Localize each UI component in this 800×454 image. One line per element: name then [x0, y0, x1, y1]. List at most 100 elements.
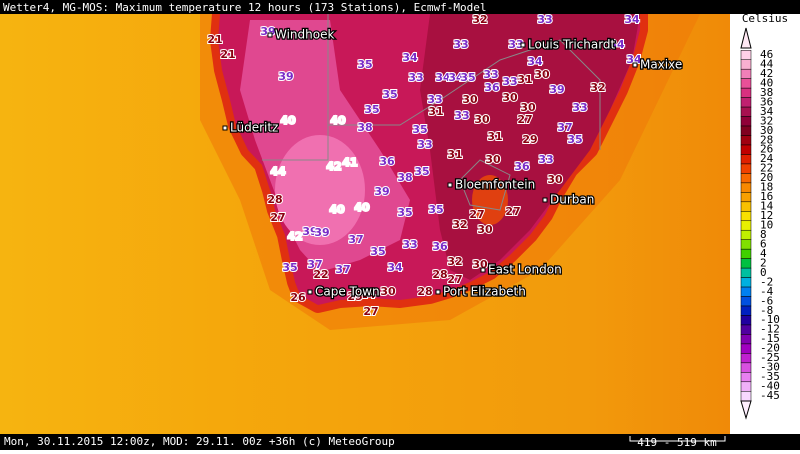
- station-value: 37: [348, 233, 363, 246]
- legend-label: 4: [760, 247, 767, 260]
- legend-label: 38: [760, 86, 773, 99]
- station-value: 35: [364, 103, 379, 116]
- station-value: 30: [380, 285, 396, 298]
- cities: Windhoek Louis Trichardt Maxixe Lüderitz Blo…: [222, 26, 684, 300]
- legend: 4644424038363432302826242220181614121086…: [740, 48, 780, 402]
- station-value: 33: [538, 153, 553, 166]
- station-value: 42: [326, 160, 341, 173]
- station-value: 35: [397, 206, 412, 219]
- city-marker: [435, 289, 441, 295]
- city-marker: [307, 289, 313, 295]
- legend-swatch: [740, 173, 752, 184]
- legend-label: 10: [760, 219, 773, 232]
- legend-swatch: [740, 182, 752, 193]
- station-value: 39: [278, 70, 293, 83]
- city-label: Durban: [550, 193, 594, 207]
- legend-label: 18: [760, 181, 773, 194]
- city-label: Maxixe: [640, 58, 682, 72]
- station-value: 34: [626, 53, 642, 66]
- hottest-region: [275, 135, 365, 245]
- legend-label: -12: [760, 323, 780, 336]
- station-value: 39: [374, 185, 389, 198]
- station-value: 24: [360, 288, 376, 301]
- station-value: 27: [469, 208, 484, 221]
- station-value: 39: [302, 225, 317, 238]
- legend-unit: Celsius: [742, 12, 788, 25]
- legend-swatch: [740, 277, 752, 288]
- station-value: 35: [567, 133, 582, 146]
- station-value: 34: [435, 71, 451, 84]
- legend-swatch: [740, 315, 752, 326]
- station-value: 28: [432, 268, 447, 281]
- legend-swatch: [740, 324, 752, 335]
- legend-swatch: [740, 201, 752, 212]
- legend-label: 42: [760, 67, 773, 80]
- legend-label: 46: [760, 48, 773, 61]
- station-value: 39: [549, 83, 564, 96]
- legend-swatch: [740, 87, 752, 98]
- legend-label: -15: [760, 332, 780, 345]
- station-value: 30: [520, 101, 536, 114]
- station-value: 36: [514, 160, 530, 173]
- station-value: 33: [454, 109, 469, 122]
- station-value: 37: [307, 258, 322, 271]
- station-value: 38: [357, 121, 372, 134]
- station-value: 31: [428, 105, 443, 118]
- station-value: 34: [448, 71, 464, 84]
- station-value: 33: [427, 93, 442, 106]
- borders: [262, 14, 601, 211]
- scale-bar: [629, 436, 726, 442]
- station-value: 32: [472, 13, 487, 26]
- station-value: 35: [370, 245, 385, 258]
- legend-label: 40: [760, 76, 773, 89]
- legend-label: -4: [760, 285, 774, 298]
- legend-label: 0: [760, 266, 767, 279]
- legend-swatch: [740, 258, 752, 269]
- legend-label: 26: [760, 143, 773, 156]
- legend-label: 24: [760, 152, 774, 165]
- footer-bar: [0, 434, 800, 450]
- legend-swatch: [740, 286, 752, 297]
- station-value: 33: [402, 238, 417, 251]
- station-value: 26: [290, 291, 306, 304]
- legend-swatch: [740, 362, 752, 373]
- station-value: 27: [517, 113, 532, 126]
- station-value: 30: [547, 173, 563, 186]
- legend-swatch: [740, 343, 752, 354]
- station-value: 34: [624, 13, 640, 26]
- legend-label: 30: [760, 124, 773, 137]
- city-label: Bloemfontein: [455, 178, 535, 192]
- city-marker: [542, 197, 548, 203]
- station-value: 30: [485, 153, 501, 166]
- legend-label: 14: [760, 200, 774, 213]
- city-marker: [447, 182, 453, 188]
- legend-swatch: [740, 116, 752, 127]
- station-value: 35: [282, 261, 297, 274]
- station-value: 36: [379, 155, 395, 168]
- header-bar: [0, 0, 800, 14]
- station-value: 27: [270, 211, 285, 224]
- station-value: 41: [342, 156, 357, 169]
- legend-label: 44: [760, 57, 774, 70]
- city-marker: [480, 267, 486, 273]
- legend-swatch: [740, 248, 752, 259]
- city-label: East London: [488, 263, 562, 277]
- legend-swatch: [740, 163, 752, 174]
- legend-top-arrow: [740, 27, 752, 49]
- city-marker: [632, 62, 638, 68]
- station-value: 31: [447, 148, 462, 161]
- legend-label: -30: [760, 361, 780, 374]
- station-value: 44: [270, 165, 286, 178]
- station-value: 27: [505, 205, 520, 218]
- station-value: 38: [397, 171, 412, 184]
- station-value: 40: [280, 114, 296, 127]
- station-value: 42: [287, 230, 302, 243]
- legend-swatch: [740, 229, 752, 240]
- legend-swatch: [740, 125, 752, 136]
- station-value: 28: [267, 193, 282, 206]
- city-label: Louis Trichardt: [528, 38, 616, 52]
- station-value: 33: [483, 68, 498, 81]
- station-value: 35: [357, 58, 372, 71]
